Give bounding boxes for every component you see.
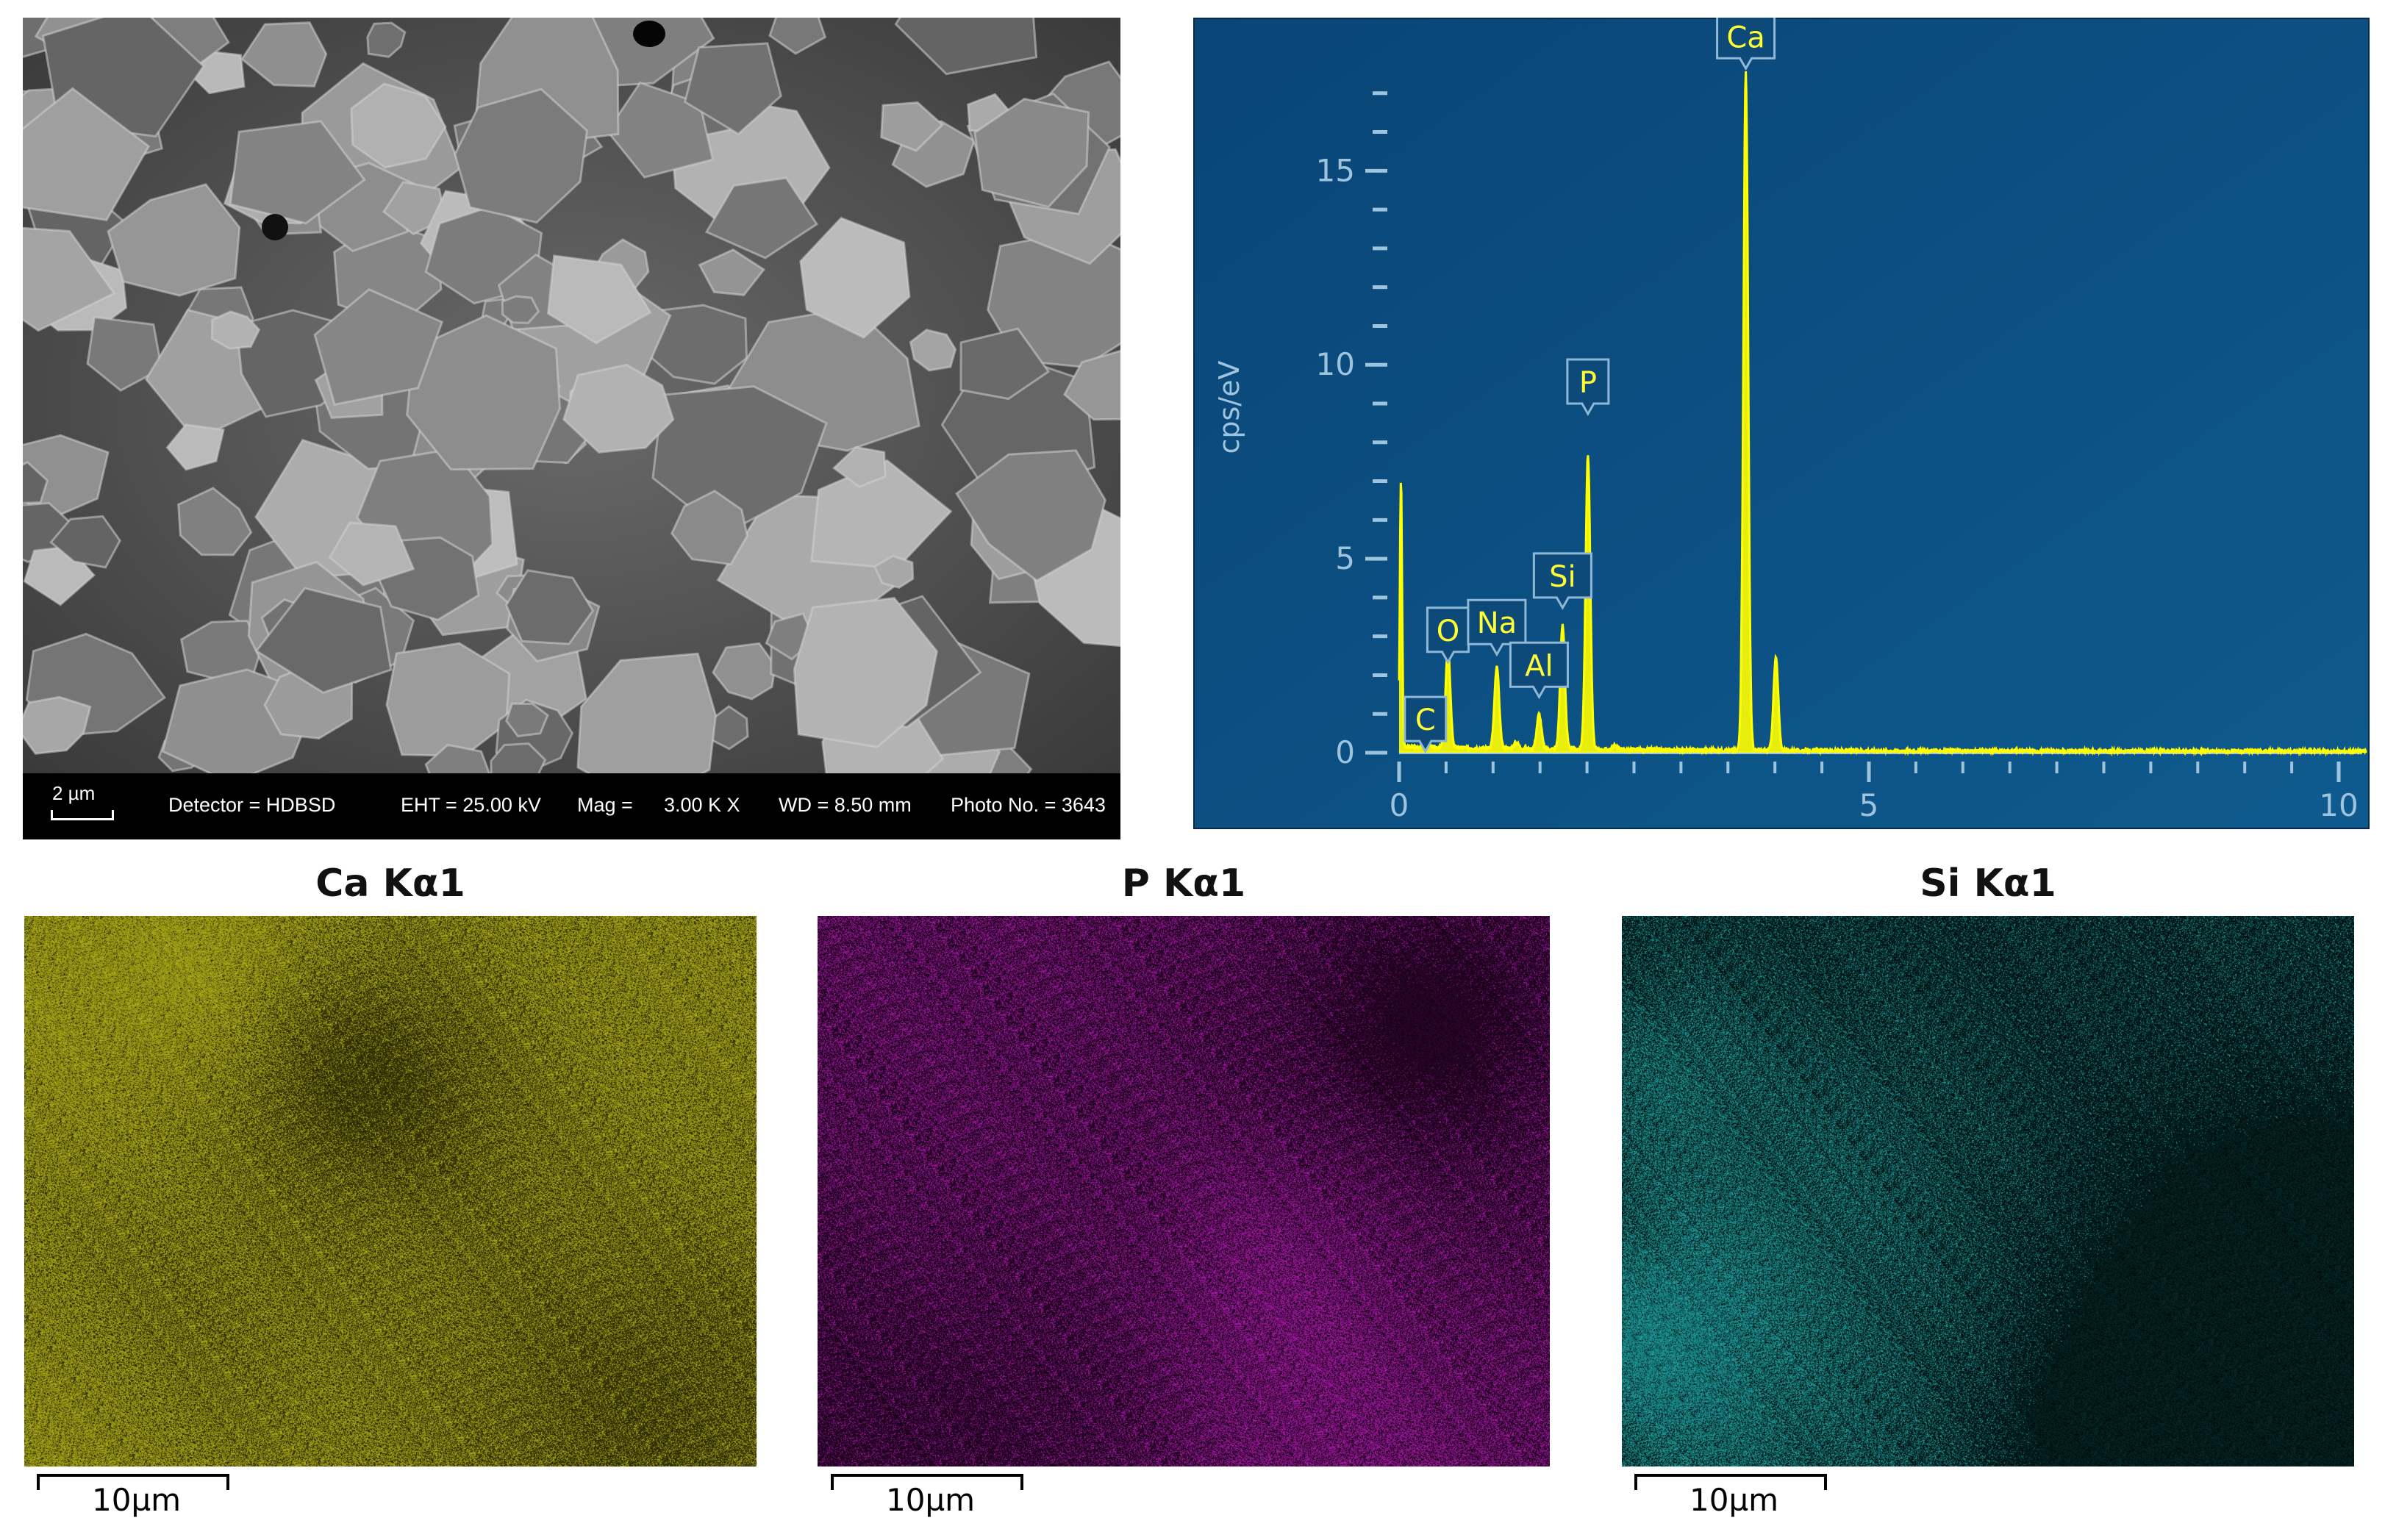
sem-grain (23, 87, 151, 221)
sem-pore (633, 21, 665, 47)
eds-plot-background (1193, 18, 2370, 829)
sem-grain (382, 181, 447, 236)
sem-wd: WD = 8.50 mm (779, 794, 912, 816)
sem-grain (49, 515, 121, 569)
sem-photo-no: Photo No. = 3643 (951, 794, 1106, 816)
sem-grain (454, 87, 588, 224)
ca-map-scale-bar (37, 1474, 229, 1490)
sem-grain (698, 248, 766, 296)
peak-label-o: O (1437, 615, 1459, 648)
sem-grain (768, 18, 827, 55)
sem-mag-value: 3.00 K X (664, 794, 740, 816)
peak-label-p: P (1579, 366, 1597, 400)
peak-label-box (1404, 695, 1448, 754)
sem-grain (505, 702, 549, 738)
peak-label-box (1467, 598, 1527, 657)
ca-element-map (24, 916, 757, 1466)
sem-grain (651, 385, 828, 536)
sem-grain (562, 363, 675, 454)
y-tick-label: 15 (1316, 152, 1355, 188)
sem-grain (23, 460, 49, 504)
sem-grain (328, 521, 415, 587)
sem-info-bar: 2 µm Detector = HDBSD EHT = 25.00 kV Mag… (23, 773, 1120, 839)
peak-label-box (1716, 18, 1776, 71)
sem-grain (546, 254, 652, 345)
p-map-scale-label: 10µm (886, 1482, 976, 1518)
y-tick-label: 5 (1335, 540, 1355, 576)
sem-grain (23, 226, 116, 332)
sem-grain (683, 42, 782, 136)
sem-grain (504, 569, 595, 645)
sem-mag-label: Mag = (577, 794, 633, 816)
sem-grain (313, 287, 444, 407)
sem-grain (793, 597, 939, 748)
peak-label-box (1509, 641, 1569, 700)
sem-image (23, 18, 1120, 773)
sem-grain (366, 21, 407, 58)
x-tick-label: 0 (1390, 787, 1409, 823)
sem-scale-bar (51, 810, 114, 820)
peak-label-ca: Ca (1726, 21, 1764, 54)
sem-grain (873, 554, 915, 590)
map-title-si: Si Kα1 (1920, 862, 2056, 906)
sem-grain (254, 587, 393, 694)
sem-grain (240, 21, 328, 87)
sem-grain (894, 18, 1038, 76)
peak-label-si: Si (1549, 560, 1576, 594)
p-element-map (818, 916, 1550, 1466)
sem-grain (210, 310, 261, 350)
si-map-scale-label: 10µm (1689, 1482, 1779, 1518)
y-tick-label: 0 (1335, 734, 1355, 770)
sem-micrograph-panel: 2 µm Detector = HDBSD EHT = 25.00 kV Mag… (23, 18, 1120, 839)
sem-detector: Detector = HDBSD (168, 794, 336, 816)
peak-label-al: Al (1525, 649, 1553, 683)
sem-grain (1063, 349, 1120, 421)
sem-grain (955, 449, 1107, 582)
peak-label-na: Na (1477, 606, 1517, 640)
sem-grain (670, 490, 748, 566)
sem-grain (973, 97, 1090, 209)
map-title-p: P Kα1 (1121, 862, 1246, 906)
si-map-scale-bar (1634, 1474, 1827, 1490)
sem-grain (576, 652, 718, 773)
sem-grain (959, 327, 1051, 401)
sem-grains (23, 18, 1120, 773)
peak-label-box (1566, 358, 1610, 417)
sem-grain (350, 82, 447, 169)
sem-eht: EHT = 25.00 kV (401, 794, 541, 816)
x-tick-label: 10 (2319, 787, 2358, 823)
sem-pore (262, 214, 288, 240)
sem-scale-label: 2 µm (52, 782, 96, 804)
sem-grain (424, 743, 491, 773)
sem-grain (799, 216, 911, 339)
sem-grain (23, 695, 92, 755)
sem-grain (880, 101, 944, 152)
p-map-scale-bar (831, 1474, 1023, 1490)
sem-grain (229, 120, 366, 225)
si-element-map (1622, 916, 2354, 1466)
sem-grain (177, 487, 253, 556)
sem-grain (165, 423, 225, 471)
peak-label-c: C (1415, 703, 1436, 737)
map-title-ca: Ca Kα1 (315, 862, 465, 906)
y-axis-label: cps/eV (1213, 361, 1245, 454)
sem-grain (490, 742, 547, 773)
sem-grain (501, 295, 540, 324)
x-tick-label: 5 (1859, 787, 1879, 823)
sem-grain (832, 445, 887, 488)
sem-grain (406, 314, 562, 471)
sem-grain (23, 434, 110, 521)
peak-label-box (1532, 552, 1592, 610)
sem-grain (107, 183, 241, 297)
sem-grain (909, 329, 957, 372)
y-tick-label: 10 (1316, 346, 1355, 382)
ca-map-scale-label: 10µm (92, 1482, 182, 1518)
sem-grain (704, 176, 819, 259)
